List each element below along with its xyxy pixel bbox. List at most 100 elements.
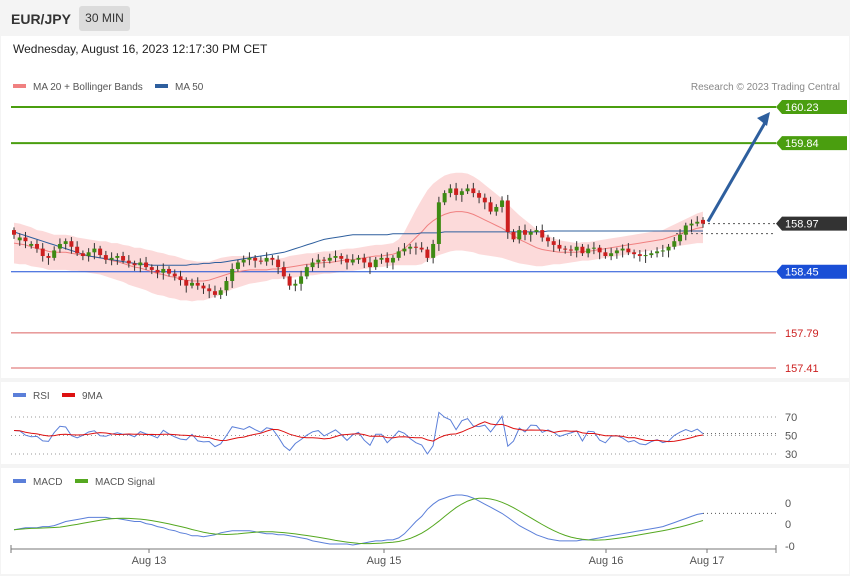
candle-body bbox=[144, 262, 149, 268]
candle bbox=[580, 243, 585, 257]
timeframe-button[interactable]: 30 MIN bbox=[79, 6, 130, 31]
candle bbox=[390, 255, 395, 270]
candle bbox=[40, 243, 45, 262]
candle bbox=[281, 261, 286, 280]
candle bbox=[632, 249, 637, 259]
candle-body bbox=[528, 231, 533, 235]
candle bbox=[138, 258, 143, 273]
candle bbox=[276, 255, 281, 275]
candle-body bbox=[471, 188, 476, 194]
candle bbox=[195, 277, 200, 290]
candle-body bbox=[258, 260, 263, 262]
candle bbox=[304, 264, 309, 280]
candle bbox=[75, 241, 80, 257]
candle-body bbox=[293, 283, 298, 286]
candle-body bbox=[86, 252, 91, 257]
rsi-tick: 50 bbox=[785, 431, 797, 443]
candle-body bbox=[442, 193, 447, 203]
candle-body bbox=[385, 257, 390, 263]
candle bbox=[436, 196, 441, 251]
candle bbox=[52, 246, 57, 261]
candle-body bbox=[626, 248, 631, 253]
candle-body bbox=[649, 253, 654, 256]
rsi-legend-swatch bbox=[13, 393, 26, 397]
candle bbox=[345, 254, 350, 270]
candle-body bbox=[557, 244, 562, 249]
candle bbox=[218, 287, 223, 300]
candle bbox=[339, 253, 344, 265]
macd-signal-line bbox=[13, 497, 704, 545]
legend-label: MA 20 + Bollinger Bands bbox=[33, 82, 143, 93]
candle-body bbox=[270, 257, 275, 260]
candle-body bbox=[138, 262, 143, 266]
candle-body bbox=[660, 250, 665, 252]
x-axis-label: Aug 15 bbox=[367, 555, 402, 567]
level-tag-text-158.97: 158.97 bbox=[785, 219, 819, 231]
candle-body bbox=[597, 247, 602, 253]
candle bbox=[603, 248, 608, 259]
candle bbox=[695, 216, 700, 227]
candle bbox=[167, 266, 172, 277]
candle-body bbox=[235, 262, 240, 269]
candle bbox=[184, 277, 189, 293]
candle bbox=[586, 244, 591, 258]
candle-body bbox=[224, 281, 229, 291]
legend-label: MA 50 bbox=[175, 82, 204, 93]
candle bbox=[413, 242, 418, 255]
candle bbox=[12, 227, 16, 239]
candle bbox=[270, 255, 275, 266]
candle bbox=[161, 263, 166, 280]
candle bbox=[545, 234, 550, 247]
candle bbox=[500, 196, 505, 213]
candle-body bbox=[655, 251, 660, 254]
candle-body bbox=[57, 243, 62, 249]
candle-body bbox=[155, 269, 160, 273]
bollinger-band bbox=[14, 172, 703, 302]
candle-body bbox=[247, 257, 252, 260]
bollinger-band-layer bbox=[14, 172, 703, 302]
candle-body bbox=[69, 241, 74, 247]
candle bbox=[385, 252, 390, 269]
candle-body bbox=[115, 256, 120, 258]
projection-arrow-shaft bbox=[706, 120, 768, 223]
candle bbox=[574, 241, 579, 258]
candle bbox=[333, 250, 338, 263]
candle bbox=[293, 279, 298, 292]
candle-body bbox=[419, 247, 424, 250]
candle-body bbox=[367, 262, 372, 268]
candle bbox=[534, 225, 539, 235]
rsi-tick: 30 bbox=[785, 449, 797, 461]
projection-arrow-head bbox=[757, 112, 770, 126]
candle bbox=[666, 243, 671, 258]
level-label-157.79: 157.79 bbox=[785, 328, 819, 340]
candle bbox=[459, 188, 464, 202]
candle bbox=[362, 253, 367, 269]
candle bbox=[448, 184, 453, 198]
candle bbox=[103, 250, 108, 264]
candle-body bbox=[121, 256, 126, 261]
candle-body bbox=[545, 237, 550, 242]
candle-body bbox=[373, 259, 378, 268]
macd-legend-label: MACD Signal bbox=[95, 477, 155, 488]
candle-body bbox=[299, 276, 304, 284]
candle bbox=[322, 256, 327, 268]
candle bbox=[609, 247, 614, 261]
candle bbox=[115, 253, 120, 265]
rsi-layer: RSI 9MA 70 50 30 bbox=[11, 391, 797, 461]
candle-body bbox=[505, 200, 510, 232]
macd-tick: -0 bbox=[785, 541, 795, 553]
candle-body bbox=[103, 255, 108, 260]
candle bbox=[471, 182, 476, 198]
level-label-157.41: 157.41 bbox=[785, 363, 819, 375]
candle bbox=[701, 217, 705, 228]
candle-body bbox=[178, 276, 183, 281]
level-tag-text-158.45: 158.45 bbox=[785, 267, 819, 279]
candle bbox=[689, 219, 694, 233]
candle-body bbox=[408, 246, 413, 249]
candle-body bbox=[396, 251, 401, 258]
candle bbox=[402, 243, 407, 256]
candle bbox=[505, 194, 510, 239]
candle-body bbox=[40, 248, 45, 257]
x-axis-layer: Aug 13 Aug 15 Aug 16 Aug 17 bbox=[10, 545, 777, 567]
